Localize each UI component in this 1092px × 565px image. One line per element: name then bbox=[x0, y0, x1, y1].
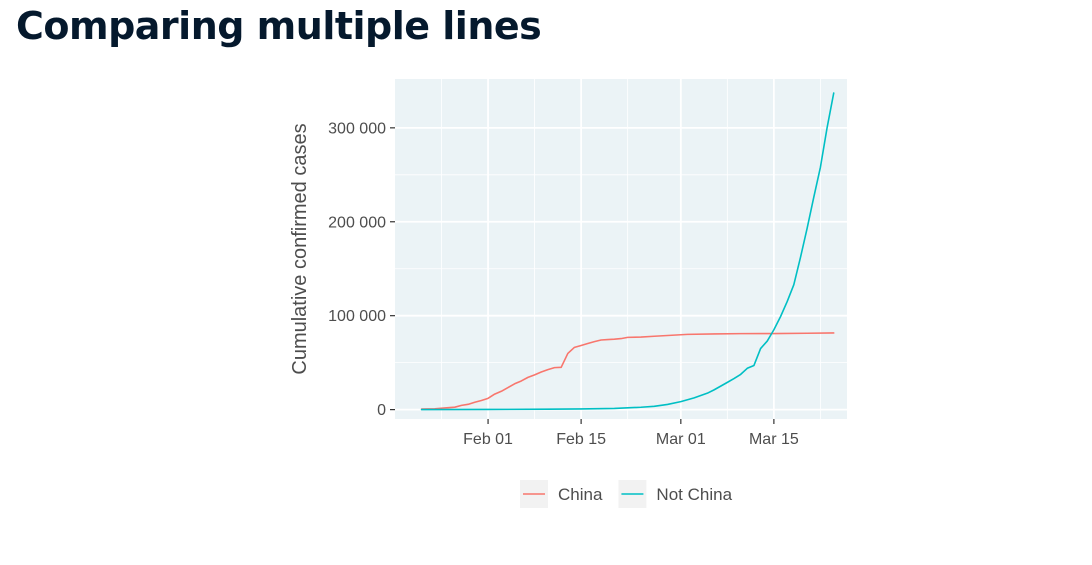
plot-panel bbox=[395, 79, 847, 419]
x-tick-label: Mar 01 bbox=[656, 431, 706, 448]
x-tick-label: Feb 15 bbox=[556, 431, 606, 448]
legend: China Not China bbox=[520, 480, 733, 508]
y-axis: 0 100 000 200 000 300 000 bbox=[328, 120, 395, 419]
x-tick-label: Feb 01 bbox=[463, 431, 513, 448]
grid-minor bbox=[395, 79, 847, 419]
legend-item-china: China bbox=[520, 480, 603, 508]
y-tick-label: 0 bbox=[377, 402, 386, 419]
x-tick-label: Mar 15 bbox=[749, 431, 799, 448]
series-lines bbox=[420, 92, 835, 411]
page-title: Comparing multiple lines bbox=[16, 4, 542, 48]
x-axis: Feb 01 Feb 15 Mar 01 Mar 15 bbox=[463, 419, 799, 448]
y-tick-label: 100 000 bbox=[328, 308, 386, 325]
y-axis-title: Cumulative confirmed cases bbox=[289, 123, 311, 374]
legend-label: Not China bbox=[656, 485, 732, 504]
y-tick-label: 300 000 bbox=[328, 120, 386, 137]
legend-label: China bbox=[558, 485, 603, 504]
series-line-china bbox=[420, 332, 835, 410]
series-line-not-china bbox=[420, 92, 835, 411]
y-tick-label: 200 000 bbox=[328, 214, 386, 231]
legend-item-not-china: Not China bbox=[618, 480, 733, 508]
